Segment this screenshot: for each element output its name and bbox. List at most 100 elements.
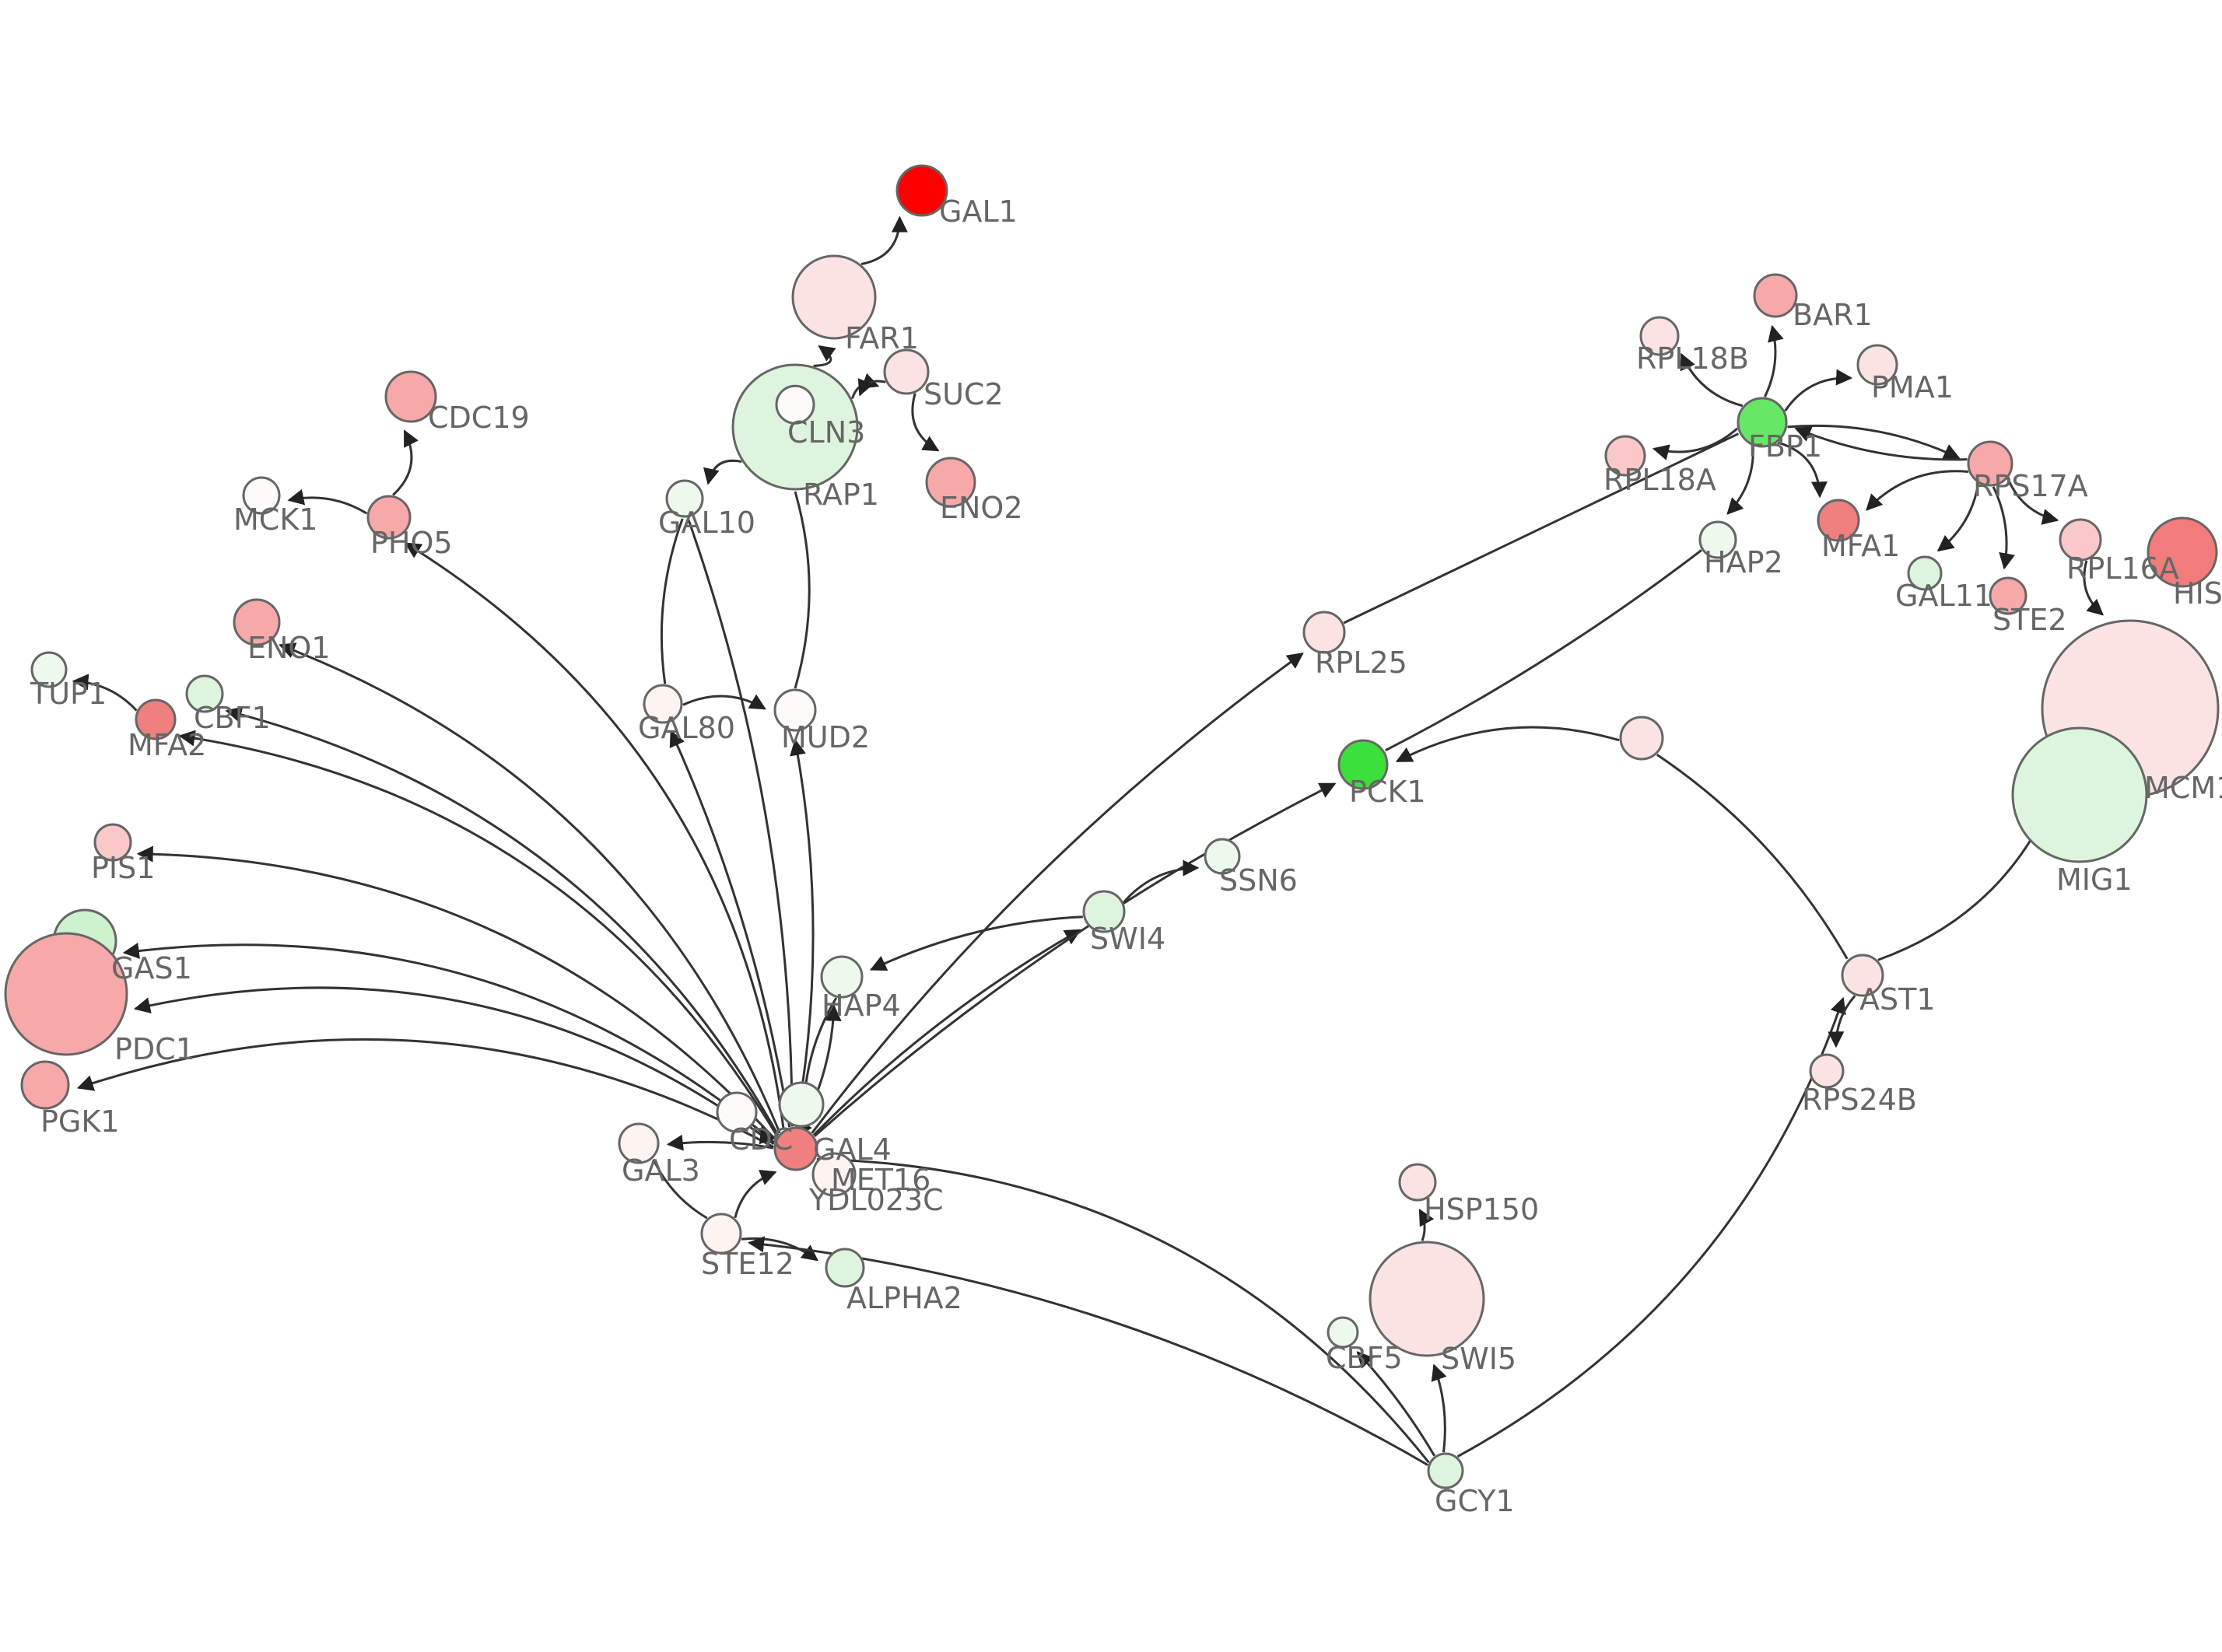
edge-far1-to-gal1: [860, 215, 908, 266]
edge-gal4-to-pdc1: [133, 986, 775, 1146]
edge-gal4-to-gas1: [122, 943, 776, 1144]
edge-rps17a-to-fbp1: [1794, 426, 1968, 461]
node-suc2[interactable]: [883, 348, 930, 395]
node-rps17a[interactable]: [1967, 440, 2013, 487]
edge-rps17a-to-rpl16a: [2006, 478, 2059, 525]
node-eno1[interactable]: [233, 598, 281, 646]
edge-rpl25-to-fbp1: [1343, 432, 1739, 625]
node-mud2[interactable]: [773, 688, 817, 732]
node-met16[interactable]: [778, 1081, 825, 1128]
edge-ast1-to-rps24b: [1828, 995, 1856, 1048]
node-bar1[interactable]: [1753, 273, 1798, 318]
node-pma1[interactable]: [1856, 344, 1898, 386]
edge-gcy1-to-gal4: [816, 1157, 1430, 1464]
edge-rps17a-to-gal11: [1936, 483, 1980, 552]
node-ste12[interactable]: [700, 1213, 742, 1255]
node-cln3[interactable]: [731, 363, 859, 491]
edge-swi4-to-hap4: [869, 915, 1083, 971]
node-ast1[interactable]: [1841, 954, 1884, 997]
node-hap2[interactable]: [1698, 520, 1737, 559]
edge-gcy1-to-swi5: [1431, 1363, 1447, 1453]
node-gal1[interactable]: [895, 164, 948, 217]
edge-gal4-to-gal80: [669, 730, 791, 1128]
edge-rps17a-to-ste2: [1992, 486, 2015, 570]
edge-fbp1-to-rpl18b: [1680, 352, 1744, 408]
edge-gal4-to-gal3: [666, 1134, 774, 1151]
node-gal11[interactable]: [1907, 555, 1943, 591]
edge-fbp1-to-hap2: [1726, 446, 1754, 515]
node-pck1[interactable]: [1337, 739, 1389, 790]
edge-rps17a-to-mfa1: [1866, 470, 1969, 511]
edge-cln3-to-far1: [813, 345, 836, 367]
edge-swi5-to-hsp150: [1418, 1209, 1435, 1241]
node-rpl18b[interactable]: [1639, 316, 1680, 356]
node-alpha2[interactable]: [825, 1248, 865, 1288]
node-swi4[interactable]: [1082, 890, 1126, 933]
edge-mud2-to-cln3: [794, 491, 811, 689]
node-label-suc2: SUC2: [923, 377, 1004, 411]
node-label-rps24b: RPS24B: [1802, 1083, 1917, 1117]
edge-gcy1-to-ast1: [1456, 996, 1846, 1458]
node-mig1[interactable]: [2011, 726, 2148, 863]
edge-ste12-to-gal4: [734, 1170, 777, 1219]
node-label-gal1: GAL1: [939, 194, 1018, 229]
node-gal80[interactable]: [643, 684, 683, 724]
node-ssn6[interactable]: [1204, 838, 1241, 875]
node-gcy1[interactable]: [1427, 1452, 1464, 1489]
node-ydl023c[interactable]: [811, 1152, 857, 1197]
node-rpl25[interactable]: [1302, 611, 1346, 654]
node-hsp150[interactable]: [1398, 1163, 1437, 1202]
node-tup1[interactable]: [30, 651, 68, 688]
node-fbp1[interactable]: [1737, 397, 1788, 448]
node-gal4[interactable]: [773, 1126, 818, 1171]
edge-ast1hub-to-ast1: [1656, 753, 1849, 960]
node-cdchub[interactable]: [716, 1091, 758, 1133]
node-gal3[interactable]: [618, 1122, 660, 1164]
node-cbf5[interactable]: [1327, 1316, 1359, 1349]
node-cdc19[interactable]: [384, 370, 437, 423]
node-cbf1[interactable]: [185, 674, 224, 713]
node-swi5[interactable]: [1369, 1241, 1485, 1357]
node-label-bar1: BAR1: [1793, 298, 1873, 332]
node-ast1hub[interactable]: [1619, 716, 1664, 761]
edge-swi4-to-ssn6: [1123, 859, 1200, 904]
edge-fbp1-to-pma1: [1784, 369, 1853, 412]
node-hap4[interactable]: [820, 955, 864, 999]
node-cln3-inner[interactable]: [775, 384, 815, 425]
edge-gal4-to-eno1: [279, 642, 781, 1134]
edge-hap2-to-pck1: [1385, 549, 1702, 752]
node-label-layer: GAL1BAR1RPL18BPMA1FBP1FAR1SUC2CLN3CDC19E…: [30, 194, 2222, 1518]
node-label-cdc19: CDC19: [428, 401, 530, 435]
node-mfa2[interactable]: [135, 698, 177, 740]
edge-gal4-to-pho5: [404, 542, 785, 1130]
node-pis1[interactable]: [93, 823, 132, 862]
edge-fbp1-to-bar1: [1764, 324, 1784, 397]
edge-gal4-to-cdchub: [759, 1126, 777, 1145]
node-far1[interactable]: [791, 254, 877, 340]
node-label-pgk1: PGK1: [40, 1104, 119, 1139]
node-eno2[interactable]: [925, 457, 976, 508]
node-pgk1[interactable]: [20, 1060, 70, 1110]
node-rpl18a[interactable]: [1604, 435, 1646, 477]
node-label-pdc1: PDC1: [114, 1032, 195, 1066]
edge-layer: [72, 215, 2104, 1466]
node-pho5[interactable]: [366, 495, 412, 540]
node-pdc1[interactable]: [4, 932, 128, 1056]
edge-gal4-to-pgk1: [76, 1038, 774, 1148]
node-mfa1[interactable]: [1817, 499, 1860, 542]
node-label-gal11: GAL11: [1895, 579, 1992, 613]
edge-suc2-to-eno2: [911, 393, 940, 452]
node-rpl16a[interactable]: [2059, 518, 2102, 562]
node-mck1[interactable]: [242, 476, 281, 515]
edge-gal4-to-cbf1: [225, 706, 780, 1136]
edge-rpl16a-to-mcm1: [2083, 560, 2104, 616]
node-gal10[interactable]: [665, 479, 704, 518]
edge-suc2-to-cln3: [857, 378, 886, 397]
node-his4[interactable]: [2147, 516, 2218, 588]
node-rps24b[interactable]: [1809, 1053, 1845, 1089]
node-label-alpha2: ALPHA2: [846, 1281, 962, 1315]
node-ste2[interactable]: [1989, 576, 2027, 615]
edge-gal80-to-gal10: [660, 518, 684, 684]
edge-gcy1-to-cbf5: [1356, 1351, 1435, 1457]
